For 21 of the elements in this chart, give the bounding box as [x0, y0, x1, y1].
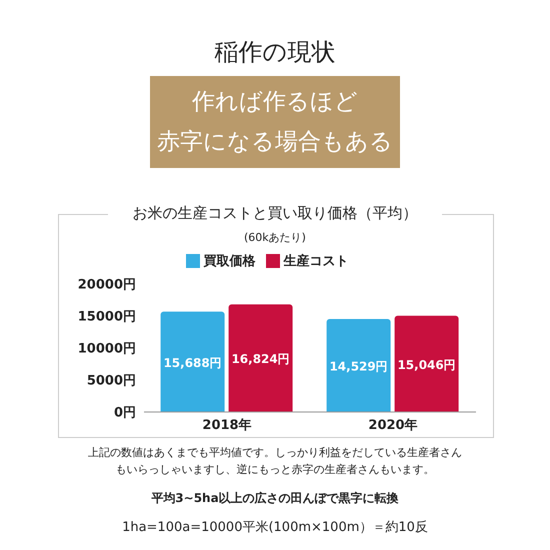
data-label: 16,824円	[231, 352, 290, 366]
y-tick-label: 15000円	[78, 310, 136, 325]
chart-title: 稲作の現状	[214, 37, 336, 68]
chart-subtitle: 作れば作るほど	[191, 88, 359, 117]
data-label: 14,529円	[329, 360, 388, 374]
legend-label: 買取価格	[204, 254, 256, 269]
x-axis-title: (60kあたり)	[243, 230, 307, 245]
text: 1ha=100a=10000平米(100m×100m）＝約10反	[121, 519, 429, 536]
text: 平均3~5ha以上の広さの田んぼで黒字に転換	[150, 490, 400, 507]
data-label: 15,046円	[397, 358, 456, 372]
legend-label: 生産コスト	[284, 254, 348, 269]
y-axis-title: お米の生産コストと買い取り価格（平均）	[108, 204, 442, 223]
x-tick-label: 2018年	[202, 418, 252, 434]
text: 上記の数値はあくまでも平均値です。しっかり利益をだしている生産者さんもいらっしゃいますし、逆にもっと赤字の生産者さんもいます。	[87, 445, 463, 478]
y-tick-label: 5000円	[86, 374, 136, 389]
y-tick-label: 10000円	[78, 342, 136, 357]
y-tick-label: 20000円	[78, 278, 136, 293]
y-tick-label: 0円	[114, 406, 136, 421]
x-tick-label: 2020年	[368, 418, 418, 434]
data-label: 15,688円	[163, 356, 222, 370]
text: 赤字になる場合もある	[156, 128, 394, 157]
